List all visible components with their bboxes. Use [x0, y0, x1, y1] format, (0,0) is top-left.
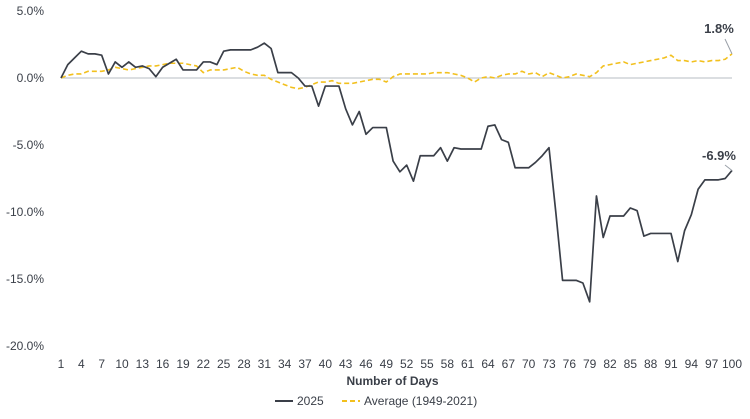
- series-line-2025: [60, 42, 733, 303]
- y-tick-label: -20.0%: [6, 339, 44, 353]
- x-tick-label: 43: [339, 357, 353, 371]
- x-tick-label: 34: [278, 357, 292, 371]
- x-tick-label: 28: [237, 357, 251, 371]
- x-tick-label: 85: [624, 357, 638, 371]
- x-tick-label: 100: [722, 357, 742, 371]
- x-tick-label: 46: [359, 357, 373, 371]
- x-tick-label: 49: [380, 357, 394, 371]
- callout-leader-line: [724, 164, 733, 171]
- end-label-2025: -6.9%: [702, 148, 736, 163]
- x-tick-label: 40: [319, 357, 333, 371]
- x-tick-label: 1: [58, 357, 65, 371]
- x-tick-label: 79: [583, 357, 597, 371]
- x-tick-label: 58: [441, 357, 455, 371]
- x-axis-title: Number of Days: [346, 374, 438, 388]
- x-tick-label: 19: [176, 357, 190, 371]
- x-tick-label: 97: [705, 357, 719, 371]
- x-tick-label: 94: [685, 357, 699, 371]
- series-layer: -6.9% 1.8%: [60, 21, 736, 303]
- x-tick-label: 13: [136, 357, 150, 371]
- legend-label-average: Average (1949-2021): [364, 394, 477, 408]
- x-tick-label: 73: [542, 357, 556, 371]
- x-tick-label: 10: [115, 357, 129, 371]
- x-tick-label: 76: [563, 357, 577, 371]
- legend-label-2025: 2025: [297, 394, 324, 408]
- x-tick-label: 37: [298, 357, 312, 371]
- x-tick-label: 82: [603, 357, 617, 371]
- series-line-average: [60, 53, 733, 90]
- x-tick-label: 52: [400, 357, 414, 371]
- y-tick-label: -15.0%: [6, 272, 44, 286]
- x-tick-label: 31: [258, 357, 272, 371]
- x-tick-label: 16: [156, 357, 170, 371]
- y-tick-label: 5.0%: [17, 4, 45, 18]
- x-axis: 1 4 7 10 13 16 19 22 25 28 31 34 37 40 43 46 49 52 55 58 61 6…: [58, 357, 743, 371]
- end-label-average: 1.8%: [704, 21, 734, 36]
- x-tick-label: 55: [420, 357, 434, 371]
- legend: 2025 Average (1949-2021): [275, 394, 477, 408]
- callout-leader-line: [724, 38, 733, 55]
- x-tick-label: 61: [461, 357, 475, 371]
- x-tick-label: 4: [78, 357, 85, 371]
- x-tick-label: 25: [217, 357, 231, 371]
- y-tick-label: -10.0%: [6, 205, 44, 219]
- x-tick-label: 22: [197, 357, 211, 371]
- x-tick-label: 70: [522, 357, 536, 371]
- y-tick-label: -5.0%: [13, 138, 45, 152]
- x-tick-label: 91: [664, 357, 678, 371]
- y-tick-label: 0.0%: [17, 71, 45, 85]
- y-axis: 5.0% 0.0% -5.0% -10.0% -15.0% -20.0%: [6, 4, 44, 353]
- x-tick-label: 67: [502, 357, 516, 371]
- x-tick-label: 7: [98, 357, 105, 371]
- x-tick-label: 64: [481, 357, 495, 371]
- x-tick-label: 88: [644, 357, 658, 371]
